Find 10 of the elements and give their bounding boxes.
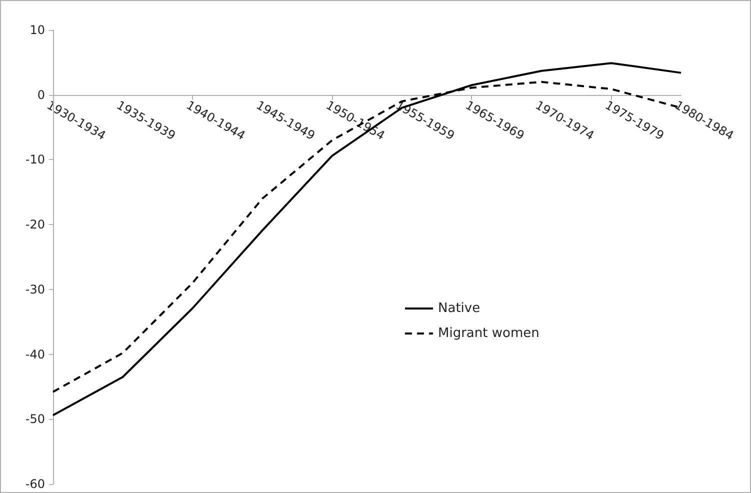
y-tick-label: -60 xyxy=(25,477,45,491)
legend-label: Migrant women xyxy=(438,326,540,341)
y-tick-label: 10 xyxy=(30,23,45,37)
y-tick-label: -10 xyxy=(25,152,45,167)
legend-label: Native xyxy=(438,301,480,316)
y-tick-label: 0 xyxy=(37,88,45,102)
y-tick-label: -50 xyxy=(25,412,45,426)
y-tick-label: -40 xyxy=(25,347,45,362)
y-tick-label: -30 xyxy=(25,282,45,296)
y-tick-label: -20 xyxy=(25,218,45,232)
